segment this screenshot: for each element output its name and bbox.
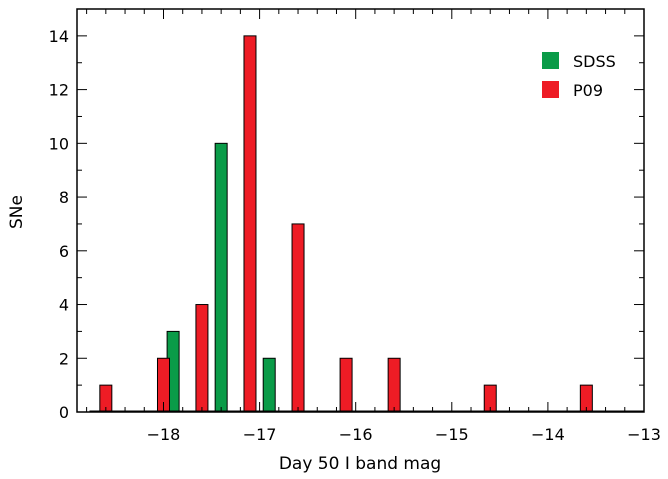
y-tick-label: 8 — [59, 188, 69, 207]
bar-p09-5 — [339, 357, 353, 412]
bar-sdss-1 — [214, 142, 228, 412]
legend-swatch-sdss — [542, 52, 559, 69]
bar-sdss-2 — [262, 357, 276, 412]
plot-frame — [76, 8, 645, 413]
x-tick-label: −18 — [147, 425, 181, 444]
y-tick-label: 4 — [59, 296, 69, 315]
y-axis: 0 2 4 6 8 10 12 14 — [49, 27, 644, 422]
legend: SDSS P09 — [542, 52, 616, 100]
y-tick-label: 12 — [49, 81, 69, 100]
x-tick-label: −14 — [531, 425, 565, 444]
y-tick-label: 6 — [59, 242, 69, 261]
x-tick-label: −17 — [243, 425, 277, 444]
x-axis-label: Day 50 I band mag — [279, 454, 441, 474]
y-tick-label: 0 — [59, 403, 69, 422]
y-tick-label: 14 — [49, 27, 69, 46]
legend-label-p09: P09 — [573, 81, 603, 100]
y-axis-label: SNe — [7, 195, 27, 229]
y-tick-label: 10 — [49, 134, 69, 153]
legend-swatch-p09 — [542, 81, 559, 98]
x-tick-label: −16 — [339, 425, 373, 444]
x-tick-label: −13 — [627, 425, 661, 444]
y-tick-label: 2 — [59, 349, 69, 368]
bar-p09-2 — [195, 304, 209, 412]
bar-p09-6 — [387, 357, 401, 412]
bars-layer — [89, 35, 644, 412]
x-tick-label: −15 — [435, 425, 469, 444]
bar-p09-3 — [243, 35, 257, 412]
legend-label-sdss: SDSS — [573, 52, 616, 71]
x-axis: −18 −17 −16 −15 −14 −13 — [86, 9, 661, 444]
bar-p09-4 — [291, 223, 305, 412]
